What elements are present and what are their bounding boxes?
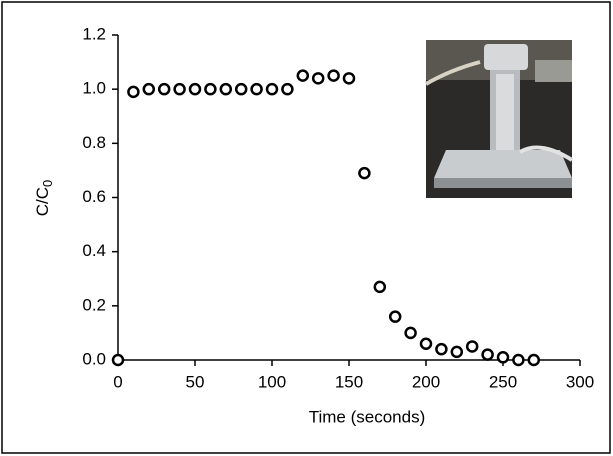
data-point: [496, 351, 510, 364]
x-tick-label: 0: [113, 372, 122, 391]
y-tick-label: 0.2: [82, 295, 106, 314]
y-tick-label: 0.6: [82, 187, 106, 206]
data-point: [234, 82, 248, 96]
data-point: [204, 82, 217, 96]
data-point: [281, 82, 294, 96]
x-tick-label: 100: [258, 372, 286, 391]
data-point: [342, 72, 356, 85]
y-axis-label: C/C0: [33, 180, 55, 217]
y-tick-label: 1.2: [82, 24, 106, 43]
data-point: [173, 82, 186, 96]
y-axis-label-main: C/C: [33, 187, 52, 216]
data-point: [465, 340, 479, 353]
data-point: [435, 342, 448, 356]
data-point: [311, 72, 325, 85]
data-point: [142, 82, 156, 96]
data-point: [188, 82, 202, 96]
data-point: [404, 326, 417, 340]
data-point: [296, 69, 310, 82]
data-point: [250, 82, 263, 96]
y-tick-label: 0.0: [82, 349, 106, 368]
data-point: [265, 82, 279, 96]
y-axis-label-group: C/C0: [33, 180, 55, 217]
x-tick-label: 50: [186, 372, 205, 391]
x-tick-label: 150: [335, 372, 363, 391]
x-tick-label: 250: [489, 372, 517, 391]
x-tick-label: 200: [412, 372, 440, 391]
data-point: [127, 85, 140, 99]
y-tick-label: 1.0: [82, 79, 106, 98]
y-axis-label-sub: 0: [40, 180, 55, 187]
data-point: [157, 82, 171, 96]
y-tick-label: 0.8: [82, 133, 106, 152]
data-point: [481, 348, 494, 361]
data-point: [373, 280, 387, 294]
data-point: [111, 353, 125, 367]
data-point: [527, 353, 541, 367]
inset-photo: [424, 40, 574, 198]
data-point: [388, 310, 402, 323]
x-axis-label: Time (seconds): [309, 407, 426, 426]
data-point: [327, 69, 340, 82]
y-tick-label: 0.4: [82, 241, 106, 260]
data-point: [419, 337, 433, 350]
x-tick-label: 300: [566, 372, 594, 391]
data-point: [450, 345, 464, 359]
data-point: [358, 166, 371, 180]
data-point: [219, 82, 233, 96]
data-point: [512, 353, 525, 367]
